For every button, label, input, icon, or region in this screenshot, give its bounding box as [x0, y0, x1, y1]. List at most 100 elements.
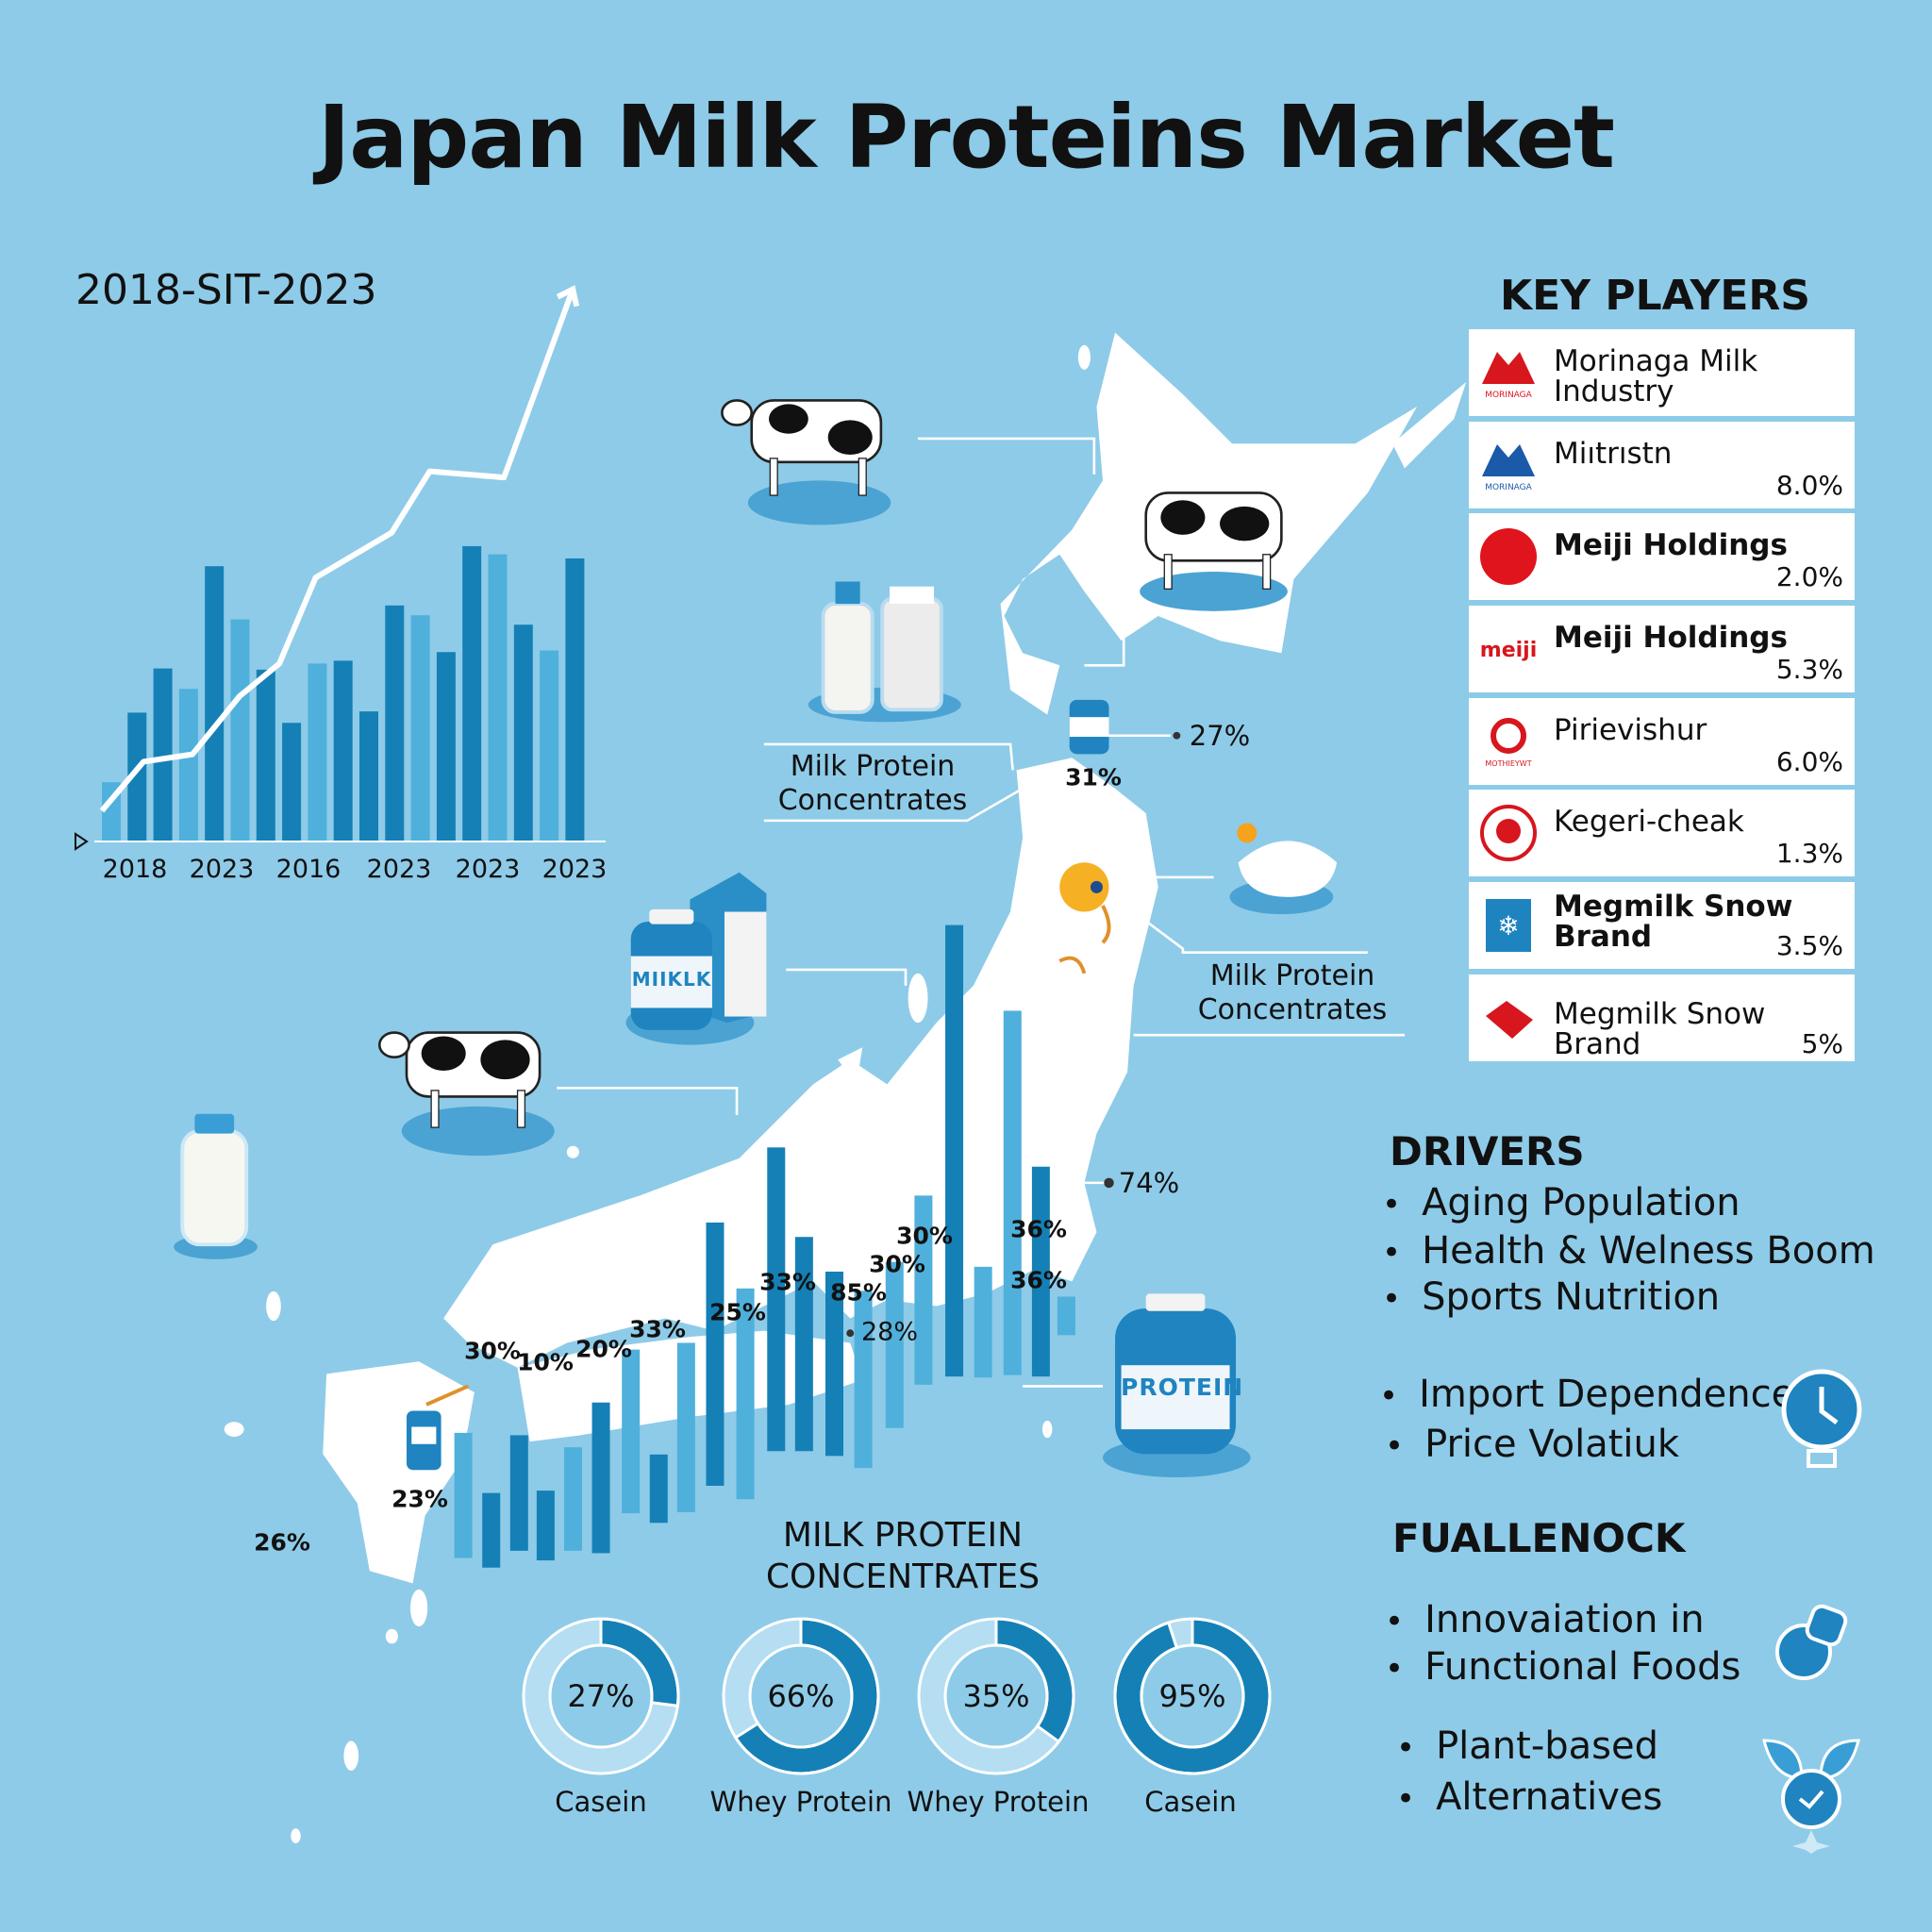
drivers-title: DRIVERS — [1390, 1128, 1585, 1174]
donut-inner — [548, 1643, 654, 1749]
bar — [385, 605, 405, 841]
player-share: 5.3% — [1775, 654, 1843, 686]
honshu — [443, 758, 1158, 1368]
map-bar — [454, 1432, 473, 1558]
protein-jar-label: PROTEIN — [1121, 1374, 1244, 1401]
pct-label: 30% — [869, 1250, 925, 1278]
map-bar — [854, 1291, 873, 1469]
map-bar — [767, 1147, 786, 1452]
player-name: Morinaga Milk Industry — [1554, 344, 1758, 408]
milk-jar-icon — [625, 872, 767, 1045]
key-players-list: MORINAGA Morinaga Milk Industry MORINAGA… — [1469, 329, 1855, 1067]
map-label: Milk Protein Concentrates — [777, 750, 968, 817]
donut-outline — [917, 1617, 1075, 1775]
tick-label: 2018 — [102, 855, 168, 884]
chart-title: 2018-SIT-2023 — [75, 266, 377, 314]
challenge-item: Plant-based — [1396, 1724, 1658, 1768]
player-name: Pirievishur — [1554, 712, 1707, 747]
milk-bottle-icon — [174, 1113, 258, 1259]
driver-item: Aging Population — [1382, 1181, 1740, 1224]
pct-label: 36% — [1010, 1266, 1067, 1294]
key-player-row: MORINAGA Miıtrıstn 8.0% — [1469, 421, 1855, 508]
donut-inner — [1140, 1643, 1245, 1749]
pct-label: 36% — [1010, 1215, 1067, 1243]
location-pin-icon — [1058, 862, 1111, 974]
page-title: Japan Milk Proteins Market — [318, 87, 1615, 188]
key-players-title: KEY PLAYERS — [1500, 272, 1810, 320]
svg-text:MOTHIEYWT: MOTHIEYWT — [1485, 759, 1531, 768]
svg-text:❄: ❄ — [1497, 910, 1519, 941]
map-bar — [736, 1288, 755, 1500]
player-share: 1.3% — [1775, 838, 1843, 870]
red-emblem-logo-icon — [1480, 805, 1537, 862]
map-bar — [885, 1261, 904, 1428]
bar — [333, 660, 353, 841]
bar — [540, 650, 559, 841]
bar — [565, 558, 585, 841]
tick-label: 2023 — [366, 855, 432, 884]
player-share: 3.5% — [1775, 930, 1843, 962]
map-label: Milk Protein Concentrates — [1197, 959, 1388, 1026]
bar — [410, 615, 430, 841]
key-player-row: MOTHIEYWT Pirievishur 6.0% — [1469, 697, 1855, 785]
bar — [127, 712, 147, 841]
pct-label: 33% — [629, 1315, 686, 1343]
donut-outline — [522, 1617, 680, 1775]
challenge-item: Functional Foods — [1385, 1645, 1740, 1689]
map-bar — [622, 1349, 641, 1514]
tick-label: 2023 — [541, 855, 608, 884]
bar — [256, 669, 275, 841]
pct-label: 31% — [1065, 763, 1122, 791]
tick-label: 2016 — [275, 855, 341, 884]
pct-label: 26% — [254, 1528, 310, 1557]
cow-icon — [1140, 491, 1288, 611]
tick-label: 2023 — [189, 855, 255, 884]
map-bar — [1031, 1166, 1050, 1377]
pct-label: 30% — [464, 1337, 521, 1365]
key-player-row: Meiji Holdings 2.0% — [1469, 513, 1855, 601]
map-bar — [536, 1491, 555, 1561]
driver-item: Import Dependence — [1379, 1373, 1794, 1416]
pct-label: 28% — [860, 1317, 919, 1347]
key-player-row: ❄ Megmilk Snow Brand 3.5% — [1469, 882, 1855, 970]
protein-jar-icon — [1102, 1293, 1251, 1478]
bar — [205, 566, 225, 841]
small-jar-icon — [407, 699, 1109, 1471]
donut-label: Casein — [1144, 1786, 1237, 1818]
donut-outline — [1113, 1617, 1272, 1775]
player-name: Megmilk Snow Brand — [1554, 996, 1766, 1061]
svg-text:meiji: meiji — [1480, 639, 1537, 662]
red-circle-logo-icon — [1480, 528, 1537, 586]
map-bar — [563, 1447, 582, 1551]
donut-section-title: MILK PROTEIN CONCENTRATES — [765, 1516, 1041, 1596]
donut-value: 27% — [567, 1678, 635, 1714]
map-bar — [1003, 1010, 1022, 1375]
player-name: Miıtrıstn — [1554, 436, 1673, 471]
pct-label: 25% — [709, 1298, 766, 1326]
donut-value: 35% — [962, 1678, 1030, 1714]
axis-start-marker — [75, 832, 89, 851]
player-share: 6.0% — [1775, 745, 1843, 777]
bar — [230, 619, 250, 841]
milk-bottle-icon — [808, 581, 961, 723]
map-bar — [914, 1195, 933, 1385]
cow-icon — [377, 1031, 555, 1157]
map-bar — [509, 1435, 528, 1551]
key-player-row: meiji Meiji Holdings 5.3% — [1469, 606, 1855, 693]
clock-icon — [1781, 1369, 1862, 1468]
driver-item: Sports Nutrition — [1382, 1275, 1720, 1319]
player-share: 5% — [1801, 1027, 1843, 1059]
cow-icon — [721, 399, 891, 525]
meiji-logo-icon: meiji — [1480, 639, 1537, 662]
pct-label: 30% — [896, 1222, 953, 1250]
pct-label: 10% — [517, 1348, 574, 1376]
challenge-item: Innovaiation in — [1385, 1598, 1705, 1641]
player-name: Meiji Holdings — [1554, 528, 1788, 563]
map-bar — [482, 1492, 501, 1568]
map-bar — [825, 1271, 843, 1457]
svg-text:MORINAGA: MORINAGA — [1485, 391, 1532, 400]
map-bar — [974, 1266, 992, 1378]
pct-label: 27% — [1189, 720, 1251, 752]
morinaga-blue-logo-icon: MORINAGA — [1482, 443, 1535, 492]
